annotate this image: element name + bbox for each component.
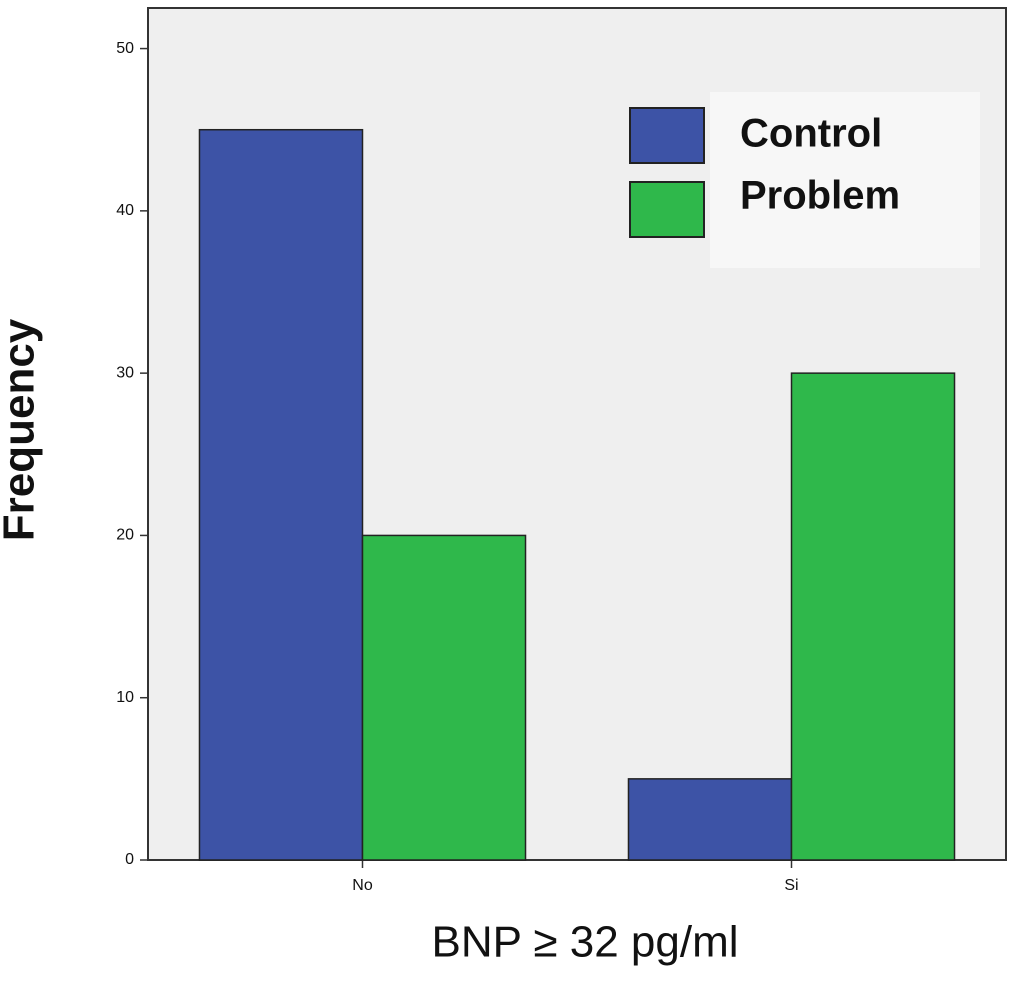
legend-box xyxy=(710,92,980,268)
y-axis-label: Frequency xyxy=(0,318,44,541)
x-tick-label: Si xyxy=(784,877,798,894)
legend-label: Problem xyxy=(740,174,900,218)
legend-label: Control xyxy=(740,112,882,156)
bar xyxy=(198,128,364,861)
bar xyxy=(627,778,793,861)
y-tick-label: 30 xyxy=(116,364,134,381)
y-tick-label: 10 xyxy=(116,689,134,706)
bar xyxy=(790,372,956,861)
y-tick-label: 50 xyxy=(116,40,134,57)
y-tick-label: 0 xyxy=(125,851,134,868)
y-tick-label: 40 xyxy=(116,202,134,219)
x-tick-label: No xyxy=(352,877,373,894)
y-tick-label: 20 xyxy=(116,527,134,544)
bar xyxy=(361,534,527,861)
legend-swatch xyxy=(629,107,705,164)
legend-swatch xyxy=(629,181,705,238)
x-axis-label: BNP ≥ 32 pg/ml xyxy=(431,918,738,967)
